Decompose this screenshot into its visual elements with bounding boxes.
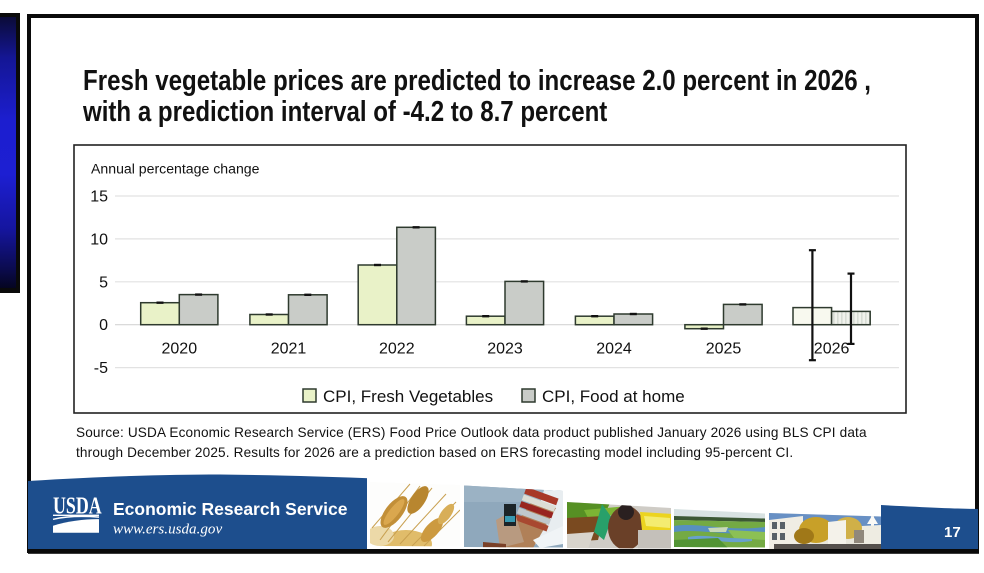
svg-text:2026: 2026 [814, 340, 850, 357]
svg-text:www.ers.usda.gov: www.ers.usda.gov [113, 522, 222, 538]
svg-text:-5: -5 [94, 360, 108, 377]
svg-text:2020: 2020 [162, 340, 198, 357]
svg-text:10: 10 [90, 231, 108, 248]
svg-text:17: 17 [944, 524, 961, 541]
svg-text:CPI, Fresh Vegetables: CPI, Fresh Vegetables [323, 387, 493, 406]
svg-text:2022: 2022 [379, 340, 415, 357]
svg-text:Economic Research Service: Economic Research Service [113, 499, 348, 519]
svg-text:CPI, Food at home: CPI, Food at home [542, 387, 685, 406]
svg-text:0: 0 [99, 317, 108, 334]
svg-text:Annual percentage change: Annual percentage change [91, 161, 260, 177]
svg-text:5: 5 [99, 274, 108, 291]
svg-text:15: 15 [90, 189, 108, 206]
svg-text:2021: 2021 [271, 340, 307, 357]
svg-text:2023: 2023 [487, 340, 523, 357]
svg-text:2025: 2025 [706, 340, 742, 357]
svg-text:2024: 2024 [596, 340, 632, 357]
